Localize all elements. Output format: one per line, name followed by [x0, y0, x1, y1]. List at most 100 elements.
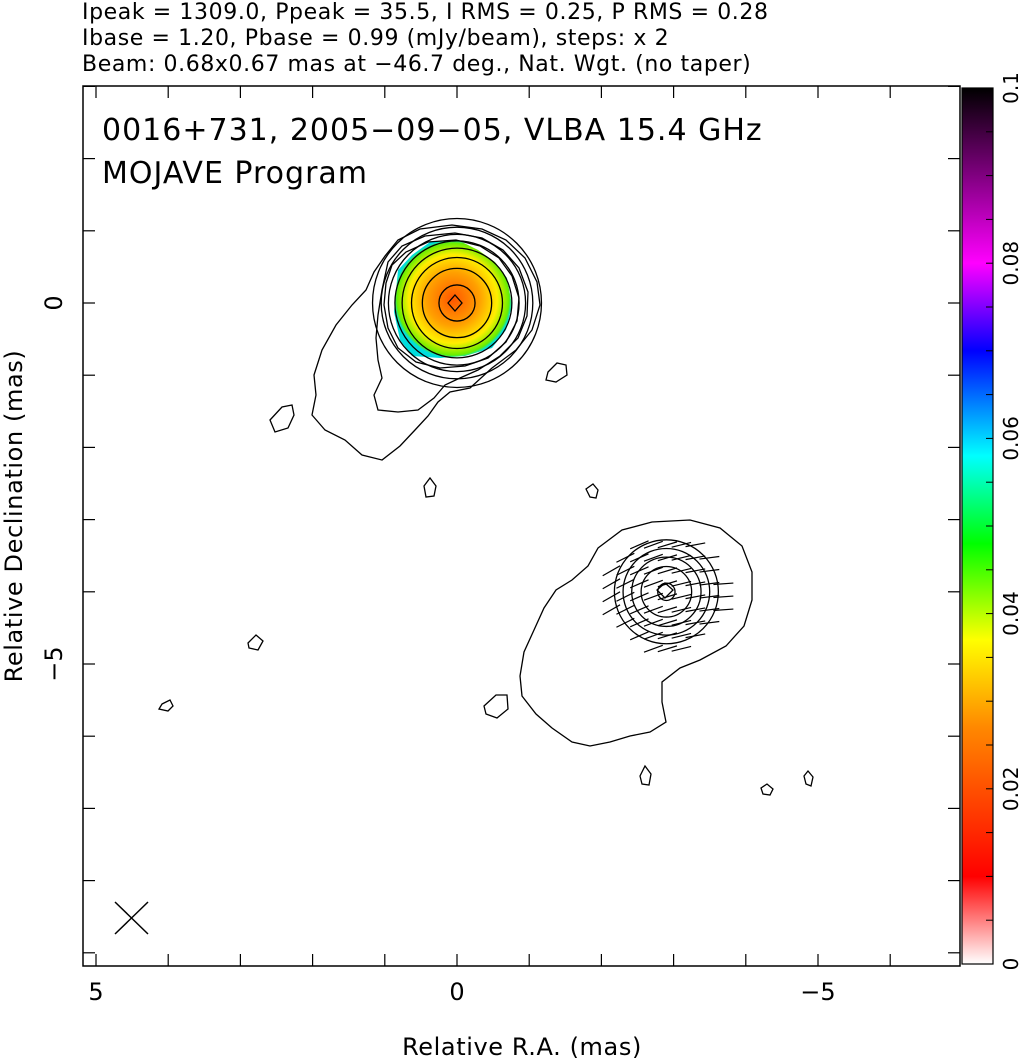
pol-vector	[685, 542, 706, 548]
pol-vector	[699, 568, 720, 573]
pol-vector	[616, 604, 635, 615]
map-contents	[114, 217, 814, 935]
pol-vector	[685, 620, 706, 626]
noise-blob-8	[639, 764, 652, 786]
contour-ring	[631, 556, 702, 628]
pol-vector	[699, 620, 720, 625]
noise-blob-4	[585, 483, 599, 499]
noise-blob-7	[483, 694, 509, 719]
colorbar	[961, 87, 994, 965]
x-tick-label: 0	[449, 978, 464, 1006]
colorbar-tick-label: 0.1	[999, 72, 1022, 104]
polarization-vectors	[602, 540, 734, 653]
pol-vector	[713, 595, 734, 599]
jet-outer-contour	[519, 519, 753, 747]
pol-vector	[616, 617, 635, 628]
pol-vector	[657, 632, 678, 640]
pol-vector	[657, 606, 678, 614]
contour-ring	[421, 267, 493, 339]
pol-vector	[671, 567, 692, 574]
pol-vector	[643, 553, 663, 562]
pol-vector	[671, 580, 692, 587]
pol-vector	[643, 566, 663, 575]
noise-blob-6	[157, 699, 174, 712]
pol-vector	[629, 631, 649, 641]
noise-blob-3	[423, 476, 437, 498]
contour-ring	[410, 256, 504, 350]
pol-vector	[657, 619, 678, 627]
pol-vector	[671, 606, 692, 613]
y-tick-label: 0	[40, 295, 68, 310]
core-contour-rings	[371, 217, 543, 389]
noise-blob-10	[803, 769, 814, 787]
pol-vector	[643, 540, 663, 549]
pol-vector	[657, 593, 678, 601]
pol-vector	[657, 567, 678, 575]
header-stats-line2: Ibase = 1.20, Pbase = 0.99 (mJy/beam), s…	[82, 26, 670, 51]
contour-ring	[401, 247, 513, 359]
pol-vector	[602, 591, 621, 603]
pol-vector	[699, 581, 720, 586]
pol-vector	[643, 631, 663, 640]
core-polarization-color	[394, 240, 512, 358]
contour-ring	[387, 233, 527, 373]
contour-ring	[640, 565, 693, 618]
pol-vector	[685, 607, 706, 613]
pol-vector	[602, 578, 621, 590]
noise-blob-1	[269, 404, 295, 433]
colorbar-tick-label: 0	[999, 958, 1022, 971]
pol-vector	[629, 605, 649, 615]
pol-vector	[671, 593, 692, 600]
pol-vector	[616, 591, 635, 602]
pol-vector	[685, 633, 706, 639]
pol-vector	[629, 618, 649, 628]
pol-vector	[643, 592, 663, 601]
header-beam-line: Beam: 0.68x0.67 mas at −46.7 deg., Nat. …	[82, 52, 752, 77]
pol-vector	[685, 581, 706, 587]
pol-vector	[699, 594, 720, 599]
core-peak-marker	[447, 294, 463, 312]
pol-vector	[602, 565, 621, 577]
pol-vector	[657, 554, 678, 562]
pol-vector	[671, 645, 692, 652]
pol-vector	[629, 592, 649, 602]
pol-vector	[699, 607, 720, 612]
pol-vector	[602, 604, 621, 616]
colorbar-tick-label: 0.06	[999, 416, 1022, 461]
contour-ring	[371, 217, 543, 389]
plot-title-line1: 0016+731, 2005−09−05, VLBA 15.4 GHz	[102, 113, 763, 148]
contour-ring	[380, 226, 534, 380]
beam-symbol	[114, 901, 149, 935]
colorbar-tick-label: 0.04	[999, 591, 1022, 636]
core-contour-2	[373, 232, 529, 413]
noise-blob-9	[760, 783, 774, 796]
pol-vector	[643, 605, 663, 614]
pol-vector	[616, 578, 635, 589]
pol-vector	[629, 553, 649, 563]
pol-vector	[685, 568, 706, 574]
axis-ticks	[83, 85, 960, 966]
jet-contour-rings	[613, 539, 720, 645]
header-stats-line1: Ipeak = 1309.0, Ppeak = 35.5, I RMS = 0.…	[82, 0, 769, 25]
y-tick-label: −5	[40, 646, 68, 681]
noise-blob-2	[545, 362, 568, 383]
colorbar-labels: 0 0.02 0.04 0.06 0.08 0.1	[986, 72, 1022, 970]
plot-frame	[82, 85, 961, 967]
pol-vector	[616, 552, 635, 563]
pol-vector	[629, 540, 649, 550]
plot-title-line2: MOJAVE Program	[102, 156, 368, 191]
x-tick-label: −5	[800, 978, 835, 1006]
x-tick-label: 5	[88, 978, 103, 1006]
pol-vector	[685, 594, 706, 600]
colorbar-tick-label: 0.08	[999, 241, 1022, 286]
pol-vector	[616, 565, 635, 576]
pol-vector	[671, 619, 692, 626]
contour-ring	[613, 539, 720, 645]
pol-vector	[629, 566, 649, 576]
y-axis-label: Relative Declination (mas)	[0, 350, 28, 683]
contour-ring	[657, 582, 676, 602]
pol-vector	[657, 541, 678, 549]
pol-vector	[657, 645, 678, 653]
pol-vector	[713, 582, 734, 586]
pol-vector	[671, 541, 692, 548]
